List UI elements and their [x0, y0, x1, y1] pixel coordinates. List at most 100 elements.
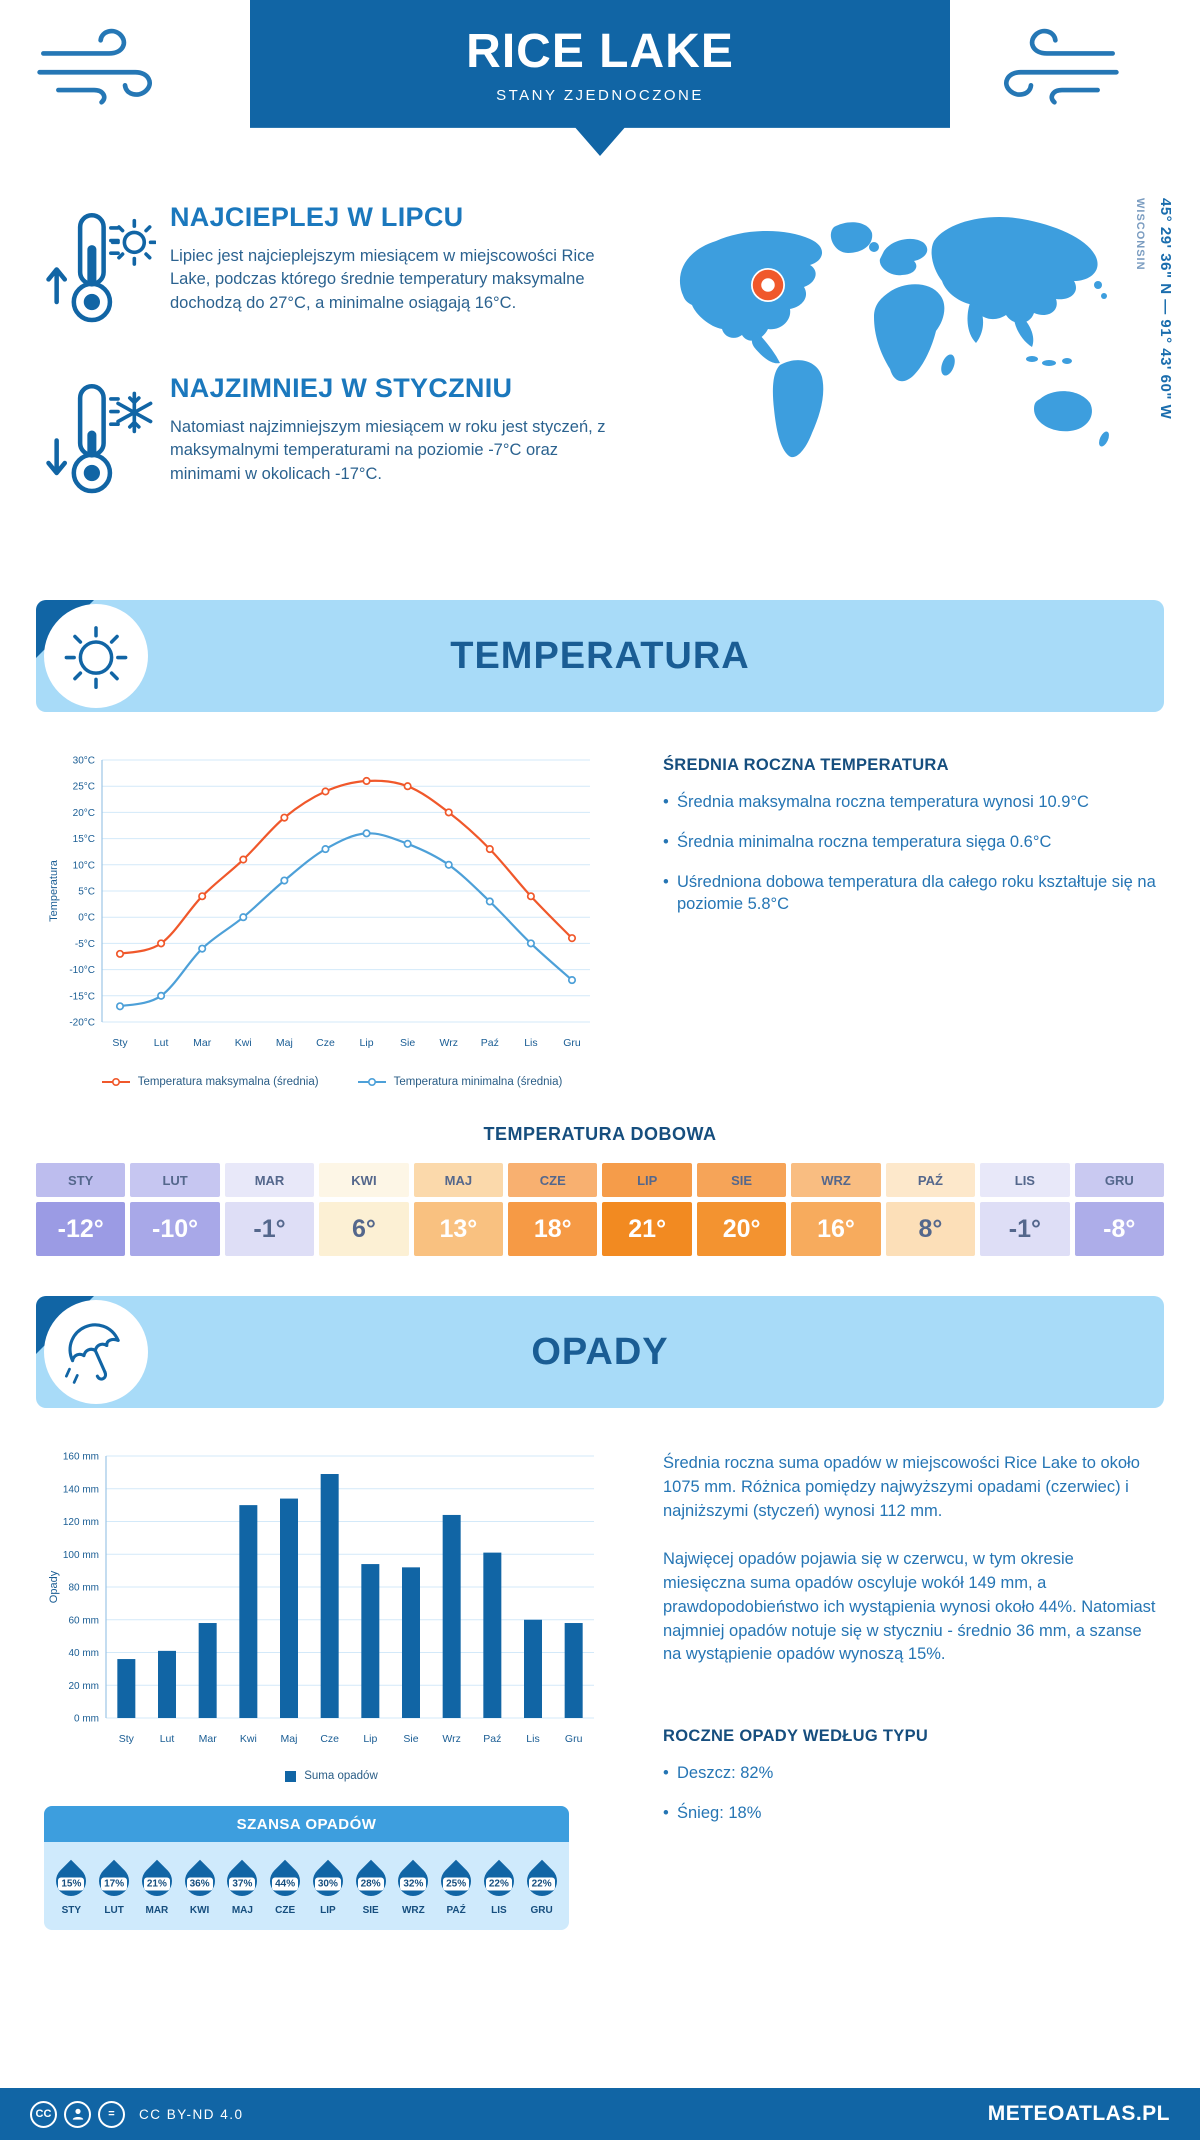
chance-cell: 32% WRZ	[392, 1858, 435, 1916]
svg-text:Lip: Lip	[360, 1037, 374, 1049]
svg-text:Gru: Gru	[565, 1733, 583, 1745]
daily-temp-value: 8°	[885, 1202, 976, 1256]
warmest-content: NAJCIEPLEJ W LIPCU Lipiec jest najcieple…	[170, 202, 626, 337]
svg-text:-5°C: -5°C	[75, 939, 95, 950]
cc-license-icons[interactable]: CC =	[30, 2100, 125, 2128]
cc-nd-icon[interactable]: =	[98, 2100, 125, 2128]
chance-month: KWI	[189, 1905, 210, 1916]
by-type-bullet: Deszcz: 82%	[663, 1762, 1160, 1785]
map-coordinates: 45° 29' 36" N — 91° 43' 60" W	[1157, 198, 1174, 420]
daily-temp-value: -12°	[36, 1202, 126, 1256]
chance-cell: 28% SIE	[349, 1858, 392, 1916]
precipitation-band: OPADY	[36, 1296, 1164, 1408]
header: RICE LAKE STANY ZJEDNOCZONE	[0, 0, 1200, 158]
svg-text:Sie: Sie	[400, 1037, 415, 1049]
daily-temp-value: 13°	[413, 1202, 504, 1256]
annual-temp-bullet: Średnia minimalna roczna temperatura się…	[663, 831, 1160, 854]
daily-table: STY LUT MAR KWI MAJ CZE LIP SIE WRZ PAŹ LIS GRU -12°…	[36, 1163, 1164, 1256]
chance-cell: 36% KWI	[178, 1858, 221, 1916]
daily-month-header: KWI	[319, 1163, 409, 1197]
legend-swatch	[101, 1077, 130, 1087]
warmest-heading: NAJCIEPLEJ W LIPCU	[170, 202, 464, 232]
thermometer-warm-icon	[44, 202, 170, 337]
svg-text:120 mm: 120 mm	[63, 1517, 99, 1528]
chance-month: LIP	[320, 1905, 336, 1916]
svg-text:140 mm: 140 mm	[63, 1484, 99, 1495]
annual-temp-bullet: Średnia maksymalna roczna temperatura wy…	[663, 791, 1160, 814]
chance-cell: 22% LIS	[477, 1858, 521, 1916]
chance-cell: 30% LIP	[306, 1858, 350, 1916]
chance-grid: 15% STY 17% LUT 21% MAR 36% KWI 37% MAJ 44% CZE 30% L…	[44, 1842, 569, 1930]
svg-text:0°C: 0°C	[78, 913, 95, 924]
svg-text:-10°C: -10°C	[69, 965, 95, 976]
chance-cell: 21% MAR	[135, 1858, 179, 1916]
daily-temp-value: -1°	[980, 1202, 1070, 1256]
svg-text:Opady: Opady	[48, 1570, 60, 1603]
warmest-text: Lipiec jest najcieplejszym miesiącem w m…	[170, 247, 595, 312]
svg-text:Maj: Maj	[281, 1733, 298, 1745]
precipitation-summary: Średnia roczna suma opadów w miejscowośc…	[619, 1444, 1160, 1930]
chance-month: CZE	[275, 1905, 296, 1916]
coldest-text: Natomiast najzimniejszym miesiącem w rok…	[170, 418, 606, 483]
temperature-chart-column: 30°C 25°C 20°C 15°C 10°C 5°C 0°C -5°C -10°C -15°C…	[44, 748, 619, 1088]
chance-month: LIS	[491, 1905, 507, 1916]
intro-section: NAJCIEPLEJ W LIPCU Lipiec jest najcieple…	[0, 158, 1200, 600]
svg-text:Wrz: Wrz	[439, 1037, 457, 1049]
svg-text:-20°C: -20°C	[69, 1018, 95, 1029]
by-type-heading: ROCZNE OPADY WEDŁUG TYPU	[663, 1727, 929, 1746]
chance-month: STY	[61, 1905, 82, 1916]
daily-month-header: LIS	[980, 1163, 1070, 1197]
temperature-band-title: TEMPERATURA	[450, 634, 750, 677]
coldest-block: NAJZIMNIEJ W STYCZNIU Natomiast najzimni…	[44, 373, 644, 508]
temperature-section: 30°C 25°C 20°C 15°C 10°C 5°C 0°C -5°C -10°C -15°C…	[0, 712, 1200, 1089]
chance-value: 36%	[186, 1877, 213, 1891]
chance-cell: 17% LUT	[92, 1858, 136, 1916]
chance-cell: 22% GRU	[520, 1858, 563, 1916]
thermometer-cold-icon	[44, 373, 170, 508]
title-banner: RICE LAKE STANY ZJEDNOCZONE	[250, 0, 950, 156]
svg-text:160 mm: 160 mm	[63, 1452, 99, 1463]
daily-month-header: WRZ	[791, 1163, 881, 1197]
precipitation-band-title: OPADY	[531, 1330, 669, 1373]
svg-text:Paź: Paź	[481, 1037, 499, 1049]
svg-text:Kwi: Kwi	[235, 1037, 252, 1049]
svg-text:20 mm: 20 mm	[68, 1681, 99, 1692]
svg-text:Lut: Lut	[160, 1733, 175, 1745]
cc-icon[interactable]: CC	[30, 2100, 57, 2128]
chance-value: 28%	[357, 1877, 384, 1891]
chance-value: 22%	[485, 1877, 512, 1891]
daily-temp-value: 6°	[319, 1202, 409, 1256]
svg-text:40 mm: 40 mm	[68, 1648, 99, 1659]
daily-temp-value: 20°	[696, 1202, 787, 1256]
wind-icon	[37, 28, 152, 105]
chance-cell: 25% PAŹ	[434, 1858, 478, 1916]
brand-link[interactable]: METEOATLAS.PL	[987, 2102, 1170, 2125]
precipitation-section: 160 mm 140 mm 120 mm 100 mm 80 mm 60 mm 40 mm 2…	[0, 1408, 1200, 1956]
chance-value: 21%	[143, 1877, 170, 1891]
license-text[interactable]: CC BY-ND 4.0	[139, 2106, 244, 2122]
svg-text:Cze: Cze	[316, 1037, 335, 1049]
chance-month: GRU	[530, 1905, 553, 1916]
chance-cell: 37% MAJ	[221, 1858, 264, 1916]
daily-month-header: CZE	[508, 1163, 598, 1197]
map-marker-icon	[751, 268, 785, 302]
svg-text:Maj: Maj	[276, 1037, 293, 1049]
chance-value: 32%	[400, 1877, 427, 1891]
chance-value: 30%	[314, 1877, 341, 1891]
daily-month-header: MAJ	[413, 1163, 504, 1197]
daily-month-header: PAŹ	[885, 1163, 976, 1197]
chance-value: 15%	[58, 1877, 85, 1891]
sun-icon	[44, 604, 148, 708]
chance-month: WRZ	[401, 1905, 425, 1916]
legend-swatch	[357, 1077, 386, 1087]
daily-month-header: LUT	[130, 1163, 220, 1197]
map-region-label: WISCONSIN	[1134, 198, 1146, 271]
cc-person-icon[interactable]	[64, 2100, 91, 2128]
legend-label: Temperatura maksymalna (średnia)	[137, 1076, 319, 1088]
svg-text:30°C: 30°C	[73, 756, 95, 767]
temperature-legend: Temperatura maksymalna (średnia) Temperat…	[44, 1076, 619, 1088]
svg-text:Mar: Mar	[193, 1037, 212, 1049]
svg-text:15°C: 15°C	[73, 834, 95, 845]
chance-cell: 44% CZE	[263, 1858, 307, 1916]
svg-text:Cze: Cze	[320, 1733, 339, 1745]
